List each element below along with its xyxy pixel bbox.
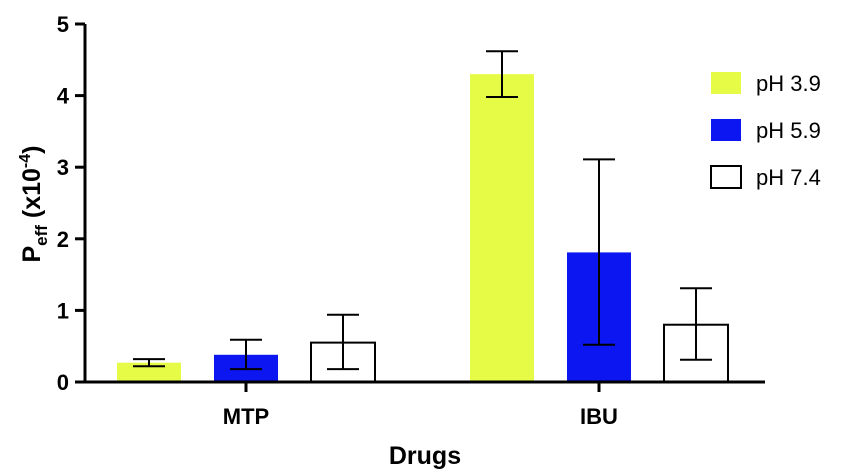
y-tick-label: 0 (57, 370, 69, 395)
legend: pH 3.9 pH 5.9 pH 7.4 (710, 71, 821, 190)
legend-swatch (711, 72, 741, 94)
y-axis-ticks: 0 1 2 3 4 5 (57, 12, 85, 395)
y-tick-label: 3 (57, 155, 69, 180)
y-axis-title-superscript: -4 (17, 154, 34, 168)
legend-swatch (710, 165, 742, 189)
error-bars-layer (133, 50, 712, 371)
bar-mtp-1 (117, 362, 181, 382)
y-axis-title-main: P (18, 246, 46, 263)
y-tick-label: 5 (57, 12, 69, 37)
y-axis-title: Peff (x10-4) (17, 145, 51, 262)
y-axis-title-subscript: eff (32, 225, 51, 246)
legend-label: pH 3.9 (756, 71, 821, 96)
legend-label: pH 5.9 (756, 118, 821, 143)
x-tick-label: MTP (223, 404, 269, 429)
y-tick-label: 1 (57, 298, 69, 323)
x-axis-ticks: MTP IBU (223, 382, 618, 429)
legend-swatch (711, 119, 741, 141)
y-tick-label: 4 (57, 84, 70, 109)
legend-label: pH 7.4 (756, 165, 821, 190)
bar-ibu-1 (470, 74, 534, 383)
y-axis-title-close: ) (18, 145, 46, 153)
x-tick-label: IBU (580, 404, 618, 429)
bars-layer (117, 74, 729, 383)
x-axis-title: Drugs (389, 442, 461, 470)
y-tick-label: 2 (57, 227, 69, 252)
y-axis-title-rest: (x10 (18, 168, 46, 225)
